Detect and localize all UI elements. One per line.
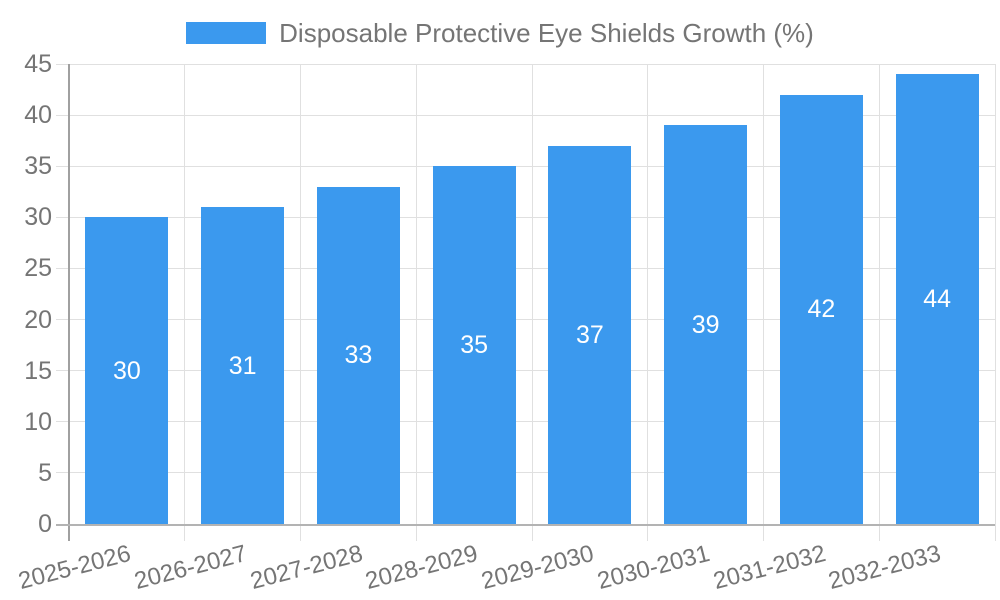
bar-value-label: 42: [807, 295, 836, 324]
y-axis-tick-label: 10: [24, 407, 52, 436]
y-gridline: [56, 165, 995, 167]
x-gridline: [415, 64, 417, 541]
x-gridline: [184, 64, 186, 541]
legend-color-swatch: [186, 22, 267, 44]
y-gridline: [56, 267, 995, 269]
bar-2025-2026[interactable]: [85, 217, 169, 524]
bar-value-label: 35: [460, 331, 489, 360]
bar-2027-2028[interactable]: [316, 186, 400, 524]
x-gridline: [300, 64, 301, 541]
y-axis-tick-label: 25: [24, 254, 52, 283]
bar-value-label: 33: [344, 341, 373, 370]
x-axis-tick-label: 2031-2032: [710, 540, 829, 595]
y-axis-tick-label: 45: [24, 50, 52, 78]
bar-2032-2033[interactable]: [895, 74, 979, 524]
bar-value-label: 39: [691, 310, 720, 339]
y-axis-line: [67, 64, 70, 541]
x-gridline: [531, 64, 533, 541]
y-gridline: [56, 370, 995, 372]
y-axis-tick-label: 35: [24, 152, 52, 181]
bar-value-label: 31: [228, 351, 257, 380]
bar-2028-2029[interactable]: [432, 166, 516, 524]
x-gridline: [878, 64, 880, 541]
bar-2029-2030[interactable]: [548, 145, 632, 524]
y-gridline: [56, 216, 995, 218]
bar-value-label: 30: [112, 356, 141, 385]
x-axis-tick-label: 2029-2030: [478, 540, 597, 595]
bar-2030-2031[interactable]: [664, 125, 748, 524]
y-gridline: [56, 114, 995, 116]
x-axis-line: [56, 523, 995, 526]
bar-value-label: 37: [575, 320, 604, 349]
y-gridline: [56, 472, 995, 474]
y-gridline: [56, 319, 995, 321]
x-axis-tick-label: 2030-2031: [594, 540, 713, 595]
y-axis-tick-label: 40: [24, 101, 52, 130]
chart-legend[interactable]: Disposable Protective Eye Shields Growth…: [0, 20, 1000, 46]
x-gridline: [994, 64, 996, 541]
x-axis-tick-label: 2028-2029: [362, 540, 481, 595]
bar-value-label: 44: [923, 285, 952, 314]
bar-2026-2027[interactable]: [201, 207, 285, 524]
legend-label: Disposable Protective Eye Shields Growth…: [279, 18, 814, 48]
x-axis-tick-label: 2027-2028: [247, 540, 366, 595]
y-axis-tick-label: 30: [24, 203, 52, 232]
x-axis-tick-label: 2026-2027: [131, 540, 250, 595]
bar-2031-2032[interactable]: [779, 94, 863, 524]
y-gridline: [56, 421, 995, 423]
x-axis-tick-label: 2032-2033: [825, 540, 944, 595]
x-gridline: [763, 64, 764, 541]
y-axis-tick-label: 20: [24, 305, 52, 334]
x-gridline: [647, 64, 649, 541]
y-axis-tick-label: 15: [24, 356, 52, 385]
y-axis-tick-label: 0: [38, 510, 52, 538]
y-gridline: [56, 63, 995, 65]
x-axis-tick-label: 2025-2026: [15, 540, 134, 595]
y-axis-tick-label: 5: [38, 458, 52, 487]
